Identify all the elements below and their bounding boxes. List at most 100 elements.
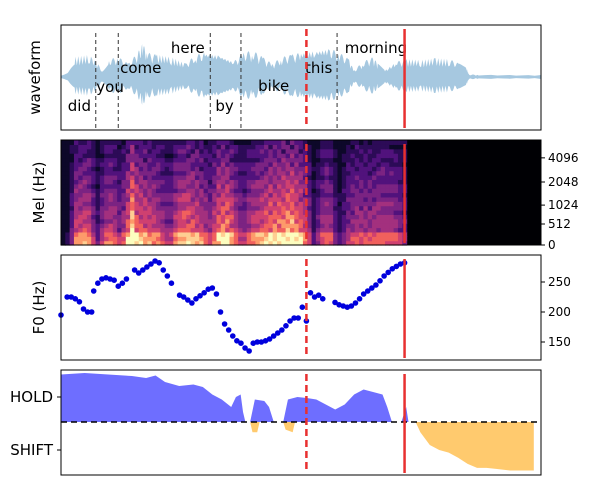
spectrogram-cell: [264, 175, 269, 180]
spectrogram-cell: [164, 223, 170, 229]
spectrogram-cell: [104, 166, 110, 172]
spectrogram-cell: [229, 223, 235, 229]
spectrogram-cell: [393, 175, 399, 180]
spectrogram-cell: [151, 161, 157, 167]
spectrogram-cell: [69, 148, 75, 154]
spectrogram-cell: [61, 148, 66, 154]
spectrogram-cell: [169, 231, 174, 237]
spectrogram-cell: [311, 240, 317, 246]
spectrogram-cell: [169, 183, 174, 189]
spectrogram-cell: [220, 196, 226, 202]
spectrogram-cell: [112, 227, 118, 233]
spectrogram-cell: [264, 214, 269, 220]
spectrogram-cell: [320, 210, 326, 215]
spectrogram-cell: [199, 188, 205, 194]
spectrogram-cell: [385, 179, 390, 185]
spectrogram-cell: [285, 192, 291, 198]
spectrogram-cell: [225, 218, 231, 224]
spectrogram-cell: [251, 214, 257, 220]
spectrogram-cell: [354, 214, 360, 220]
spectrogram-cell: [86, 218, 92, 224]
spectrogram-cell: [125, 188, 131, 194]
spectrogram-cell: [99, 153, 105, 159]
f0-point: [242, 345, 248, 351]
spectrogram-cell: [397, 144, 403, 150]
spectrogram-cell: [108, 144, 114, 150]
spectrogram-cell: [121, 214, 127, 220]
spectrogram-cell: [194, 236, 200, 242]
spectrogram-cell: [376, 144, 382, 150]
spectrogram-cell: [169, 192, 174, 198]
spectrogram-cell: [389, 205, 395, 211]
spectrogram-cell: [372, 240, 377, 246]
spectrogram-cell: [164, 214, 170, 220]
spectrogram-cell: [380, 166, 386, 172]
spectrogram-cell: [73, 161, 79, 167]
spectrogram-cell: [324, 205, 330, 211]
spectrogram-cell: [259, 157, 265, 163]
spectrogram-cell: [298, 192, 304, 198]
spectrogram-cell: [125, 179, 131, 185]
spectrogram-cell: [177, 183, 183, 189]
f0-point: [254, 339, 261, 345]
spectrogram-cell: [147, 188, 153, 194]
spectrogram-cell: [372, 166, 377, 172]
spectrogram-cell: [216, 231, 222, 237]
spectrogram-cell: [82, 179, 88, 185]
spectrogram-cell: [259, 166, 265, 172]
spectrogram-cell: [134, 236, 140, 242]
spectrogram-cell: [251, 175, 257, 180]
spectrogram-cell: [324, 218, 330, 224]
spectrogram-cell: [151, 205, 157, 211]
spectrogram-cell: [147, 144, 153, 150]
spectrogram-cell: [350, 192, 356, 198]
spectrogram-cell: [108, 231, 114, 237]
spectrogram-cell: [328, 144, 334, 150]
spectrogram-cell: [380, 140, 386, 145]
spectrogram-cell: [181, 205, 187, 211]
spectrogram-cell: [341, 192, 347, 198]
spectrogram-cell: [143, 218, 149, 224]
spectrogram-cell: [359, 223, 365, 229]
spectrogram-cell: [367, 183, 373, 189]
spectrogram-cell: [259, 201, 265, 207]
spectrogram-cell: [367, 166, 373, 172]
spectrogram-cell: [138, 183, 144, 189]
f0-point: [385, 269, 392, 276]
spectrogram-cell: [156, 192, 161, 198]
spectrogram-cell: [328, 153, 334, 159]
spectrogram-cell: [177, 148, 183, 154]
spectrogram-cell: [337, 161, 343, 167]
spectrogram-cell: [134, 210, 140, 215]
spectrogram-cell: [138, 192, 144, 198]
spectrogram-cell: [73, 218, 79, 224]
spectrogram-cell: [138, 153, 144, 159]
spectrogram-cell: [117, 240, 123, 246]
spectrogram-cell: [246, 148, 252, 154]
spectrogram-cell: [242, 205, 248, 211]
spectrogram-cell: [259, 140, 265, 145]
spectrogram-cell: [203, 192, 209, 198]
spectrogram-cell: [173, 183, 179, 189]
spectrogram-cell: [78, 236, 84, 242]
spectrogram-cell: [311, 196, 317, 202]
spectrogram-cell: [346, 214, 352, 220]
spectrogram-cell: [294, 192, 300, 198]
spectrogram-cell: [255, 231, 261, 237]
spectrogram-cell: [216, 210, 222, 215]
spectrogram-cell: [385, 166, 390, 172]
spectrogram-cell: [363, 196, 369, 202]
spectrogram-cell: [346, 210, 352, 215]
spectrogram-cell: [225, 210, 231, 215]
spectrogram-cell: [143, 166, 149, 172]
spectrogram-cell: [147, 205, 153, 211]
spectrogram-cell: [311, 148, 317, 154]
spectrogram-cell: [294, 188, 300, 194]
spectrogram-cell: [134, 170, 140, 176]
spectrogram-cell: [307, 231, 313, 237]
spectrogram-cell: [104, 201, 110, 207]
spectrogram-cell: [363, 188, 369, 194]
f0-point: [266, 336, 273, 342]
spectrogram-cell: [225, 227, 231, 233]
